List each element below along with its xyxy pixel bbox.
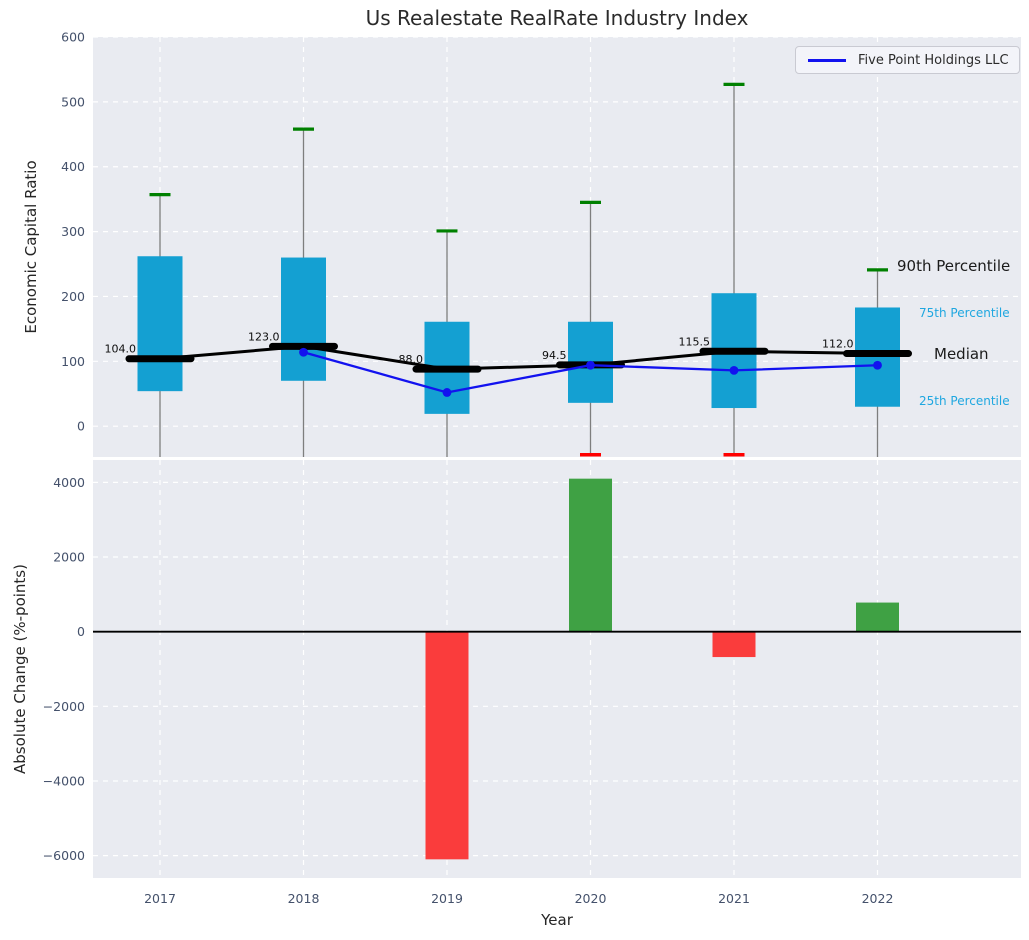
top-y-axis-label: Economic Capital Ratio <box>22 160 40 334</box>
chart-title: Us Realestate RealRate Industry Index <box>365 6 749 30</box>
top-y-tick-label: 100 <box>61 354 85 369</box>
legend-line-sample <box>808 58 846 62</box>
box-2022 <box>855 307 900 407</box>
company-marker-2019 <box>442 388 452 397</box>
legend: Five Point Holdings LLC <box>795 46 1020 74</box>
top-y-tick-label: 0 <box>77 419 85 434</box>
x-tick-label-2018: 2018 <box>288 891 320 906</box>
median-value-label-2022: 112.0 <box>822 338 854 351</box>
bottom-y-tick-label: −4000 <box>43 773 85 788</box>
bar-2020 <box>569 478 612 632</box>
top-y-tick-label: 300 <box>61 224 85 239</box>
bar-2021 <box>712 631 756 658</box>
company-marker-2021 <box>729 366 739 375</box>
median-value-label-2018: 123.0 <box>248 330 280 343</box>
median-value-label-2019: 88.0 <box>399 353 424 366</box>
bar-2022 <box>856 602 899 632</box>
bottom-y-tick-label: −6000 <box>43 848 85 863</box>
top-y-tick-label: 200 <box>61 289 85 304</box>
bottom-y-tick-label: −2000 <box>43 699 85 714</box>
x-tick-label-2022: 2022 <box>862 891 894 906</box>
bar-2019 <box>425 631 469 860</box>
annotation-median: Median <box>934 345 989 363</box>
bottom-y-tick-label: 2000 <box>53 550 85 565</box>
median-value-label-2017: 104.0 <box>105 343 137 356</box>
company-marker-2020 <box>586 360 595 370</box>
legend-label: Five Point Holdings LLC <box>858 52 1009 68</box>
bottom-plot-background <box>93 460 1021 878</box>
box-2018 <box>281 257 326 381</box>
x-axis-label: Year <box>541 911 573 929</box>
annotation-25th-percentile: 25th Percentile <box>919 394 1010 408</box>
x-tick-label-2019: 2019 <box>431 891 463 906</box>
x-tick-label-2020: 2020 <box>575 891 607 906</box>
top-y-tick-label: 400 <box>61 159 85 174</box>
top-y-tick-label: 600 <box>61 30 85 45</box>
annotation-90th-percentile: 90th Percentile <box>897 257 1011 275</box>
bottom-y-axis-label: Absolute Change (%-points) <box>11 564 29 774</box>
x-tick-label-2021: 2021 <box>718 891 750 906</box>
box-2017 <box>137 256 183 392</box>
bottom-y-tick-label: 4000 <box>53 475 85 490</box>
median-value-label-2020: 94.5 <box>542 349 567 362</box>
median-value-label-2021: 115.5 <box>679 335 711 348</box>
bottom-y-tick-label: 0 <box>77 624 85 639</box>
company-marker-2018 <box>299 347 308 357</box>
x-tick-label-2017: 2017 <box>144 891 176 906</box>
annotation-75th-percentile: 75th Percentile <box>919 306 1010 320</box>
company-marker-2022 <box>873 360 882 370</box>
top-y-tick-label: 500 <box>61 94 85 109</box>
